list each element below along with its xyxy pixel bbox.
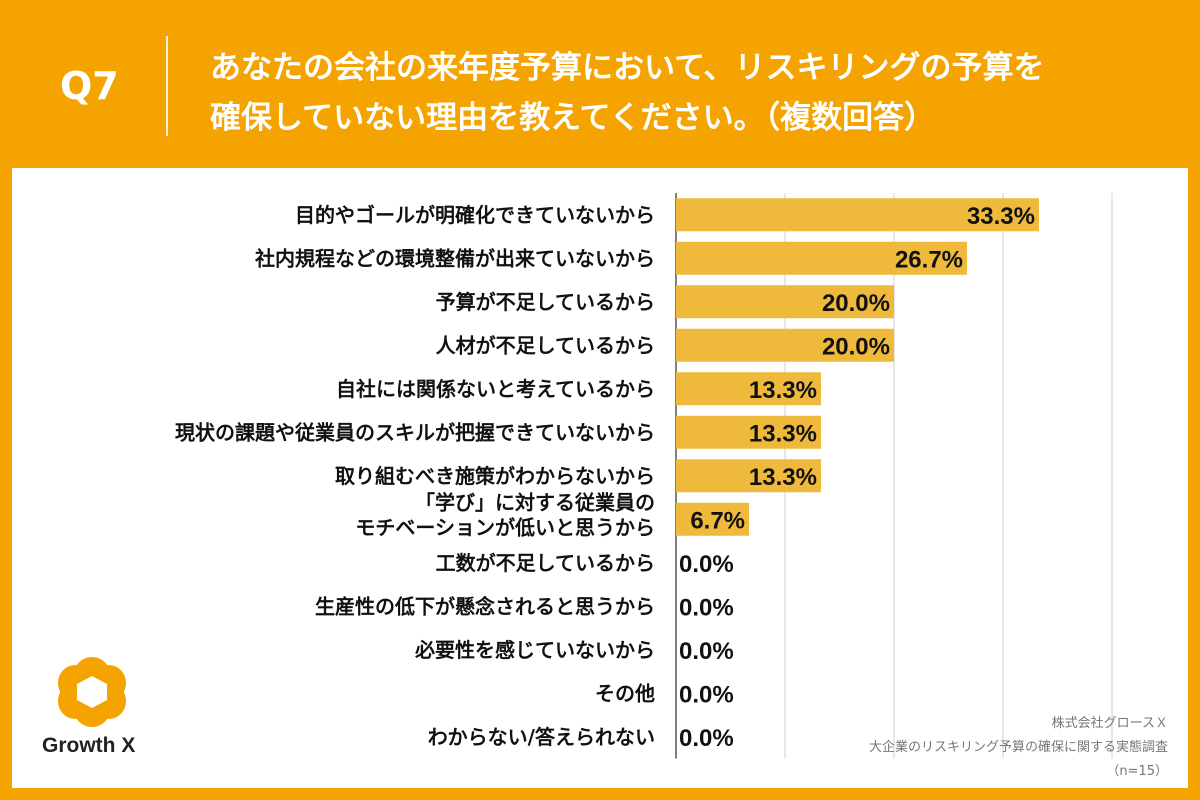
category-label: 自社には関係ないと考えているから bbox=[336, 377, 655, 401]
bar bbox=[676, 372, 821, 406]
category-label: 現状の課題や従業員のスキルが把握できていないから bbox=[175, 420, 655, 444]
data-label: 0.0% bbox=[679, 594, 734, 621]
category-label: その他 bbox=[595, 681, 655, 705]
category-label: 工数が不足しているから bbox=[436, 551, 655, 575]
logo-text: Growth X bbox=[42, 734, 136, 757]
data-label: 0.0% bbox=[679, 551, 734, 578]
source-company: 株式会社グロースＸ bbox=[1051, 716, 1168, 731]
bar bbox=[676, 459, 821, 493]
question-number: Q7 bbox=[60, 64, 119, 108]
category-label: モチベーションが低いと思うから bbox=[355, 515, 655, 539]
data-label: 26.7% bbox=[895, 246, 963, 273]
category-label: 生産性の低下が懸念されると思うから bbox=[315, 594, 655, 618]
category-label: 予算が不足しているから bbox=[436, 290, 655, 314]
question-line-1: あなたの会社の来年度予算において、リスキリングの予算を bbox=[210, 50, 1045, 86]
category-label: 社内規程などの環境整備が出来ていないから bbox=[254, 246, 655, 270]
data-label: 0.0% bbox=[679, 638, 734, 665]
data-label: 13.3% bbox=[749, 464, 817, 491]
header: Q7 あなたの会社の来年度予算において、リスキリングの予算を 確保していない理由… bbox=[0, 0, 1200, 168]
category-label: 取り組むべき施策がわからないから bbox=[335, 464, 655, 488]
category-label: 目的やゴールが明確化できていないから bbox=[295, 203, 655, 227]
header-divider bbox=[166, 36, 168, 136]
source-sample: （n=15） bbox=[1106, 764, 1168, 779]
bar bbox=[676, 198, 1039, 232]
category-label: 必要性を感じていないから bbox=[414, 638, 655, 662]
bar bbox=[676, 328, 894, 362]
data-label: 20.0% bbox=[822, 333, 890, 360]
question-line-2: 確保していない理由を教えてください。（複数回答） bbox=[210, 100, 936, 136]
data-label: 20.0% bbox=[822, 290, 890, 317]
data-label: 33.3% bbox=[967, 203, 1035, 230]
bar bbox=[676, 415, 821, 449]
category-label: 人材が不足しているから bbox=[436, 333, 655, 357]
data-label: 0.0% bbox=[679, 681, 734, 708]
bar bbox=[676, 241, 968, 275]
data-label: 6.7% bbox=[690, 507, 745, 534]
source-survey: 大企業のリスキリング予算の確保に関する実態調査 bbox=[868, 740, 1168, 755]
bar bbox=[676, 502, 750, 536]
data-label: 0.0% bbox=[679, 725, 734, 752]
category-label: わからない/答えられない bbox=[428, 725, 655, 749]
growthx-logo-mark bbox=[58, 657, 126, 727]
chart-panel bbox=[12, 168, 1188, 788]
data-label: 13.3% bbox=[749, 420, 817, 447]
bar bbox=[676, 285, 894, 319]
category-label: 「学び」に対する従業員の bbox=[415, 490, 655, 514]
data-label: 13.3% bbox=[749, 377, 817, 404]
